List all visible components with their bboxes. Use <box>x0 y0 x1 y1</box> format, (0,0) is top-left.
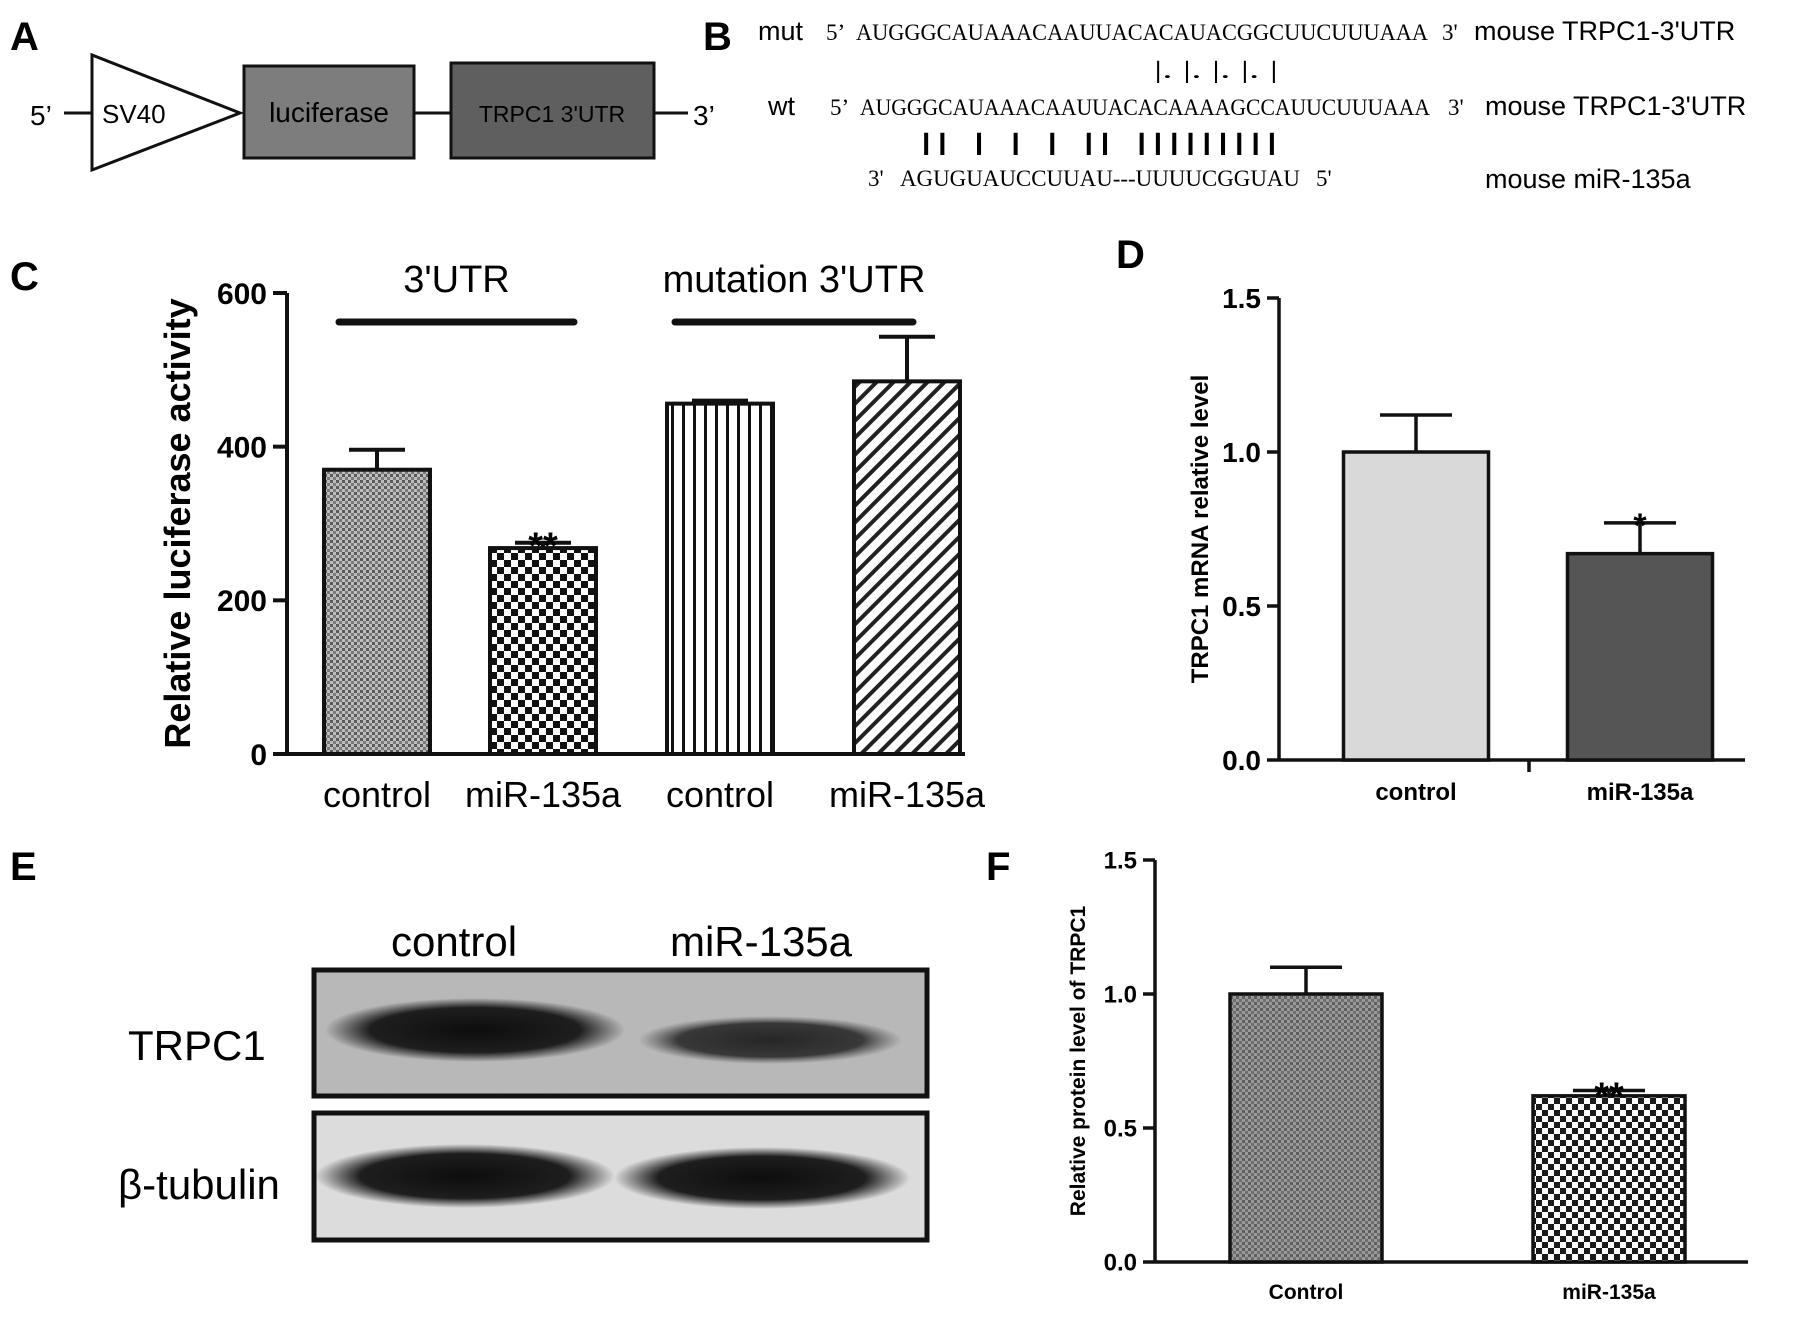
x-tick-label: control <box>323 774 431 815</box>
mut-label: mouse TRPC1-3'UTR <box>1474 16 1735 46</box>
bar <box>1341 450 1491 762</box>
x-tick-label: miR-135a <box>465 774 622 815</box>
y-tick-label: 0.5 <box>1222 591 1261 622</box>
three-prime-label: 3’ <box>693 100 715 131</box>
significance-marker: ** <box>528 526 558 568</box>
y-axis-label: TRPC1 mRNA relative level <box>1187 375 1214 684</box>
y-tick-label: 1.0 <box>1104 982 1137 1009</box>
bar <box>1531 1094 1687 1264</box>
x-tick-label: control <box>1375 779 1456 806</box>
row-label-beta-tubulin: β-tubulin <box>118 1161 280 1208</box>
wt-pairing-marks: || | | | || ||||||||| <box>918 130 1280 156</box>
panel-letter-c: C <box>10 255 39 299</box>
y-tick-label: 0.0 <box>1222 745 1261 776</box>
protein-chart: 0.0 0.5 1.0 1.5 Relative protein level of TR… <box>1067 848 1748 1304</box>
x-tick-label: Control <box>1269 1281 1344 1304</box>
y-axis-label: Relative protein level of TRPC1 <box>1067 905 1090 1216</box>
panel-letter-d: D <box>1116 233 1145 277</box>
y-tick-label: 1.5 <box>1222 283 1261 314</box>
significance-marker: ** <box>1594 1075 1624 1117</box>
y-axis-label: Relative luciferase activity <box>157 298 198 748</box>
panel-letter-e: E <box>10 845 37 889</box>
bar <box>852 379 962 756</box>
tubulin-band-control <box>315 1144 615 1208</box>
panel-e: E control miR-135a TRPC1 β-tubulin <box>10 845 930 1243</box>
mirna-five-prime: 5' <box>1316 166 1332 191</box>
luciferase-label: luciferase <box>269 97 389 128</box>
wt-tag: wt <box>767 91 795 121</box>
panel-b: B mut 5’ AUGGGCAUAAACAAUUACACAUACGGCUUCU… <box>703 15 1746 194</box>
y-tick-label: 200 <box>217 585 267 618</box>
bar <box>322 467 432 756</box>
lane-label-mir135a: miR-135a <box>670 918 853 965</box>
five-prime-label: 5’ <box>30 100 52 131</box>
y-tick-label: 1.5 <box>1104 848 1137 875</box>
panel-letter-b: B <box>703 15 732 59</box>
mrna-chart: 0.0 0.5 1.0 1.5 TRPC1 mRNA relative level con… <box>1187 283 1745 806</box>
trpc1-blot-frame <box>311 967 930 1099</box>
trpc1-band-control <box>325 998 625 1062</box>
y-tick-label: 600 <box>217 278 267 311</box>
group-label: 3'UTR <box>403 259 510 301</box>
y-tick-label: 1.0 <box>1222 437 1261 468</box>
utr-label: TRPC1 3'UTR <box>479 101 625 127</box>
bar <box>1228 992 1384 1264</box>
x-tick-label: miR-135a <box>829 774 986 815</box>
x-tick-label: miR-135a <box>1587 779 1694 806</box>
promoter-label: SV40 <box>102 99 166 129</box>
x-tick-label: control <box>666 774 774 815</box>
panel-f: F 0.0 0.5 1.0 1.5 Relative protein level of … <box>986 845 1748 1304</box>
panel-letter-f: F <box>986 845 1010 889</box>
trpc1-band-mir135a <box>638 1016 902 1064</box>
group-label: mutation 3'UTR <box>663 259 926 301</box>
mirna-label: mouse miR-135a <box>1485 164 1692 194</box>
bar <box>665 401 775 756</box>
tubulin-band-mir135a <box>614 1147 910 1209</box>
y-tick-label: 0 <box>250 739 267 772</box>
bar <box>1565 551 1715 762</box>
panel-letter-a: A <box>10 15 39 59</box>
mirna-three-prime: 3' <box>868 166 884 191</box>
wt-sequence: AUGGGCAUAAACAAUUACACAAAAGCCAUUCUUUAAA <box>860 95 1430 120</box>
row-label-trpc1: TRPC1 <box>128 1022 266 1069</box>
mirna-sequence: AGUGUAUCCUUAU---UUUUCGGUAU <box>900 166 1300 191</box>
y-tick-label: 0.0 <box>1104 1250 1137 1277</box>
mut-three-prime: 3' <box>1442 20 1458 45</box>
tubulin-blot-frame <box>311 1110 930 1243</box>
mut-five-prime: 5’ <box>826 20 845 45</box>
mut-pairing-marks: |. |. |. |. | <box>1154 58 1278 84</box>
sv40-promoter-triangle <box>90 52 245 173</box>
significance-marker: * <box>1633 507 1647 545</box>
mut-tag: mut <box>758 16 804 46</box>
wt-three-prime: 3' <box>1448 95 1464 120</box>
panel-c: C 0 200 400 600 Relative luciferase activity… <box>10 255 986 815</box>
y-tick-label: 400 <box>217 431 267 464</box>
wt-label: mouse TRPC1-3'UTR <box>1485 91 1746 121</box>
utr-box <box>449 61 656 160</box>
lane-label-control: control <box>391 918 517 965</box>
panel-d: D 0.0 0.5 1.0 1.5 TRPC1 mRNA relative level c… <box>1116 233 1745 806</box>
mut-sequence: AUGGGCAUAAACAAUUACACAUACGGCUUCUUUAAA <box>856 20 1428 45</box>
panel-a: A 5’ SV40 luciferase TRPC1 3'UTR 3’ <box>10 15 715 173</box>
luciferase-chart: 0 200 400 600 Relative luciferase activity co… <box>157 259 986 815</box>
luciferase-box <box>242 64 416 160</box>
bar <box>488 546 598 756</box>
x-tick-label: miR-135a <box>1562 1281 1656 1304</box>
wt-five-prime: 5’ <box>830 95 849 120</box>
y-tick-label: 0.5 <box>1104 1116 1137 1143</box>
